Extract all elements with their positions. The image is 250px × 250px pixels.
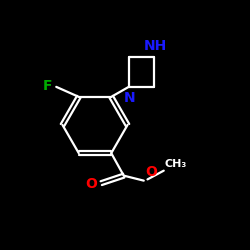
Text: CH₃: CH₃ [165, 160, 187, 170]
Text: O: O [145, 165, 157, 179]
Text: NH: NH [144, 39, 167, 53]
Text: O: O [86, 178, 98, 192]
Text: F: F [43, 78, 52, 92]
Text: N: N [124, 90, 136, 104]
